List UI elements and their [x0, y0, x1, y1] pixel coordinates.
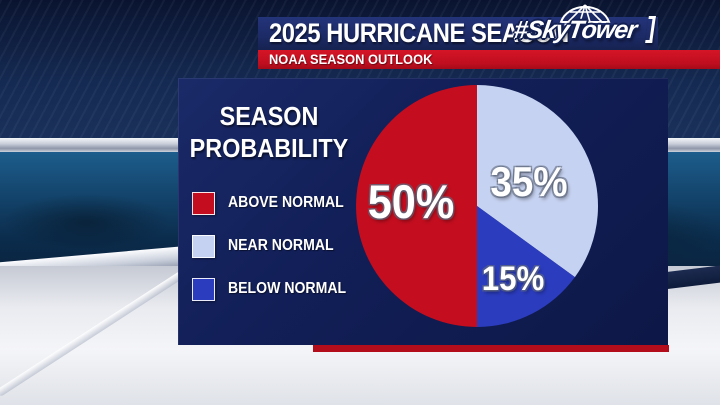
legend-label: BELOW NORMAL — [228, 280, 347, 297]
skytower-wordmark: #SkyTower — [512, 16, 639, 44]
chart-title-line1: SEASON — [219, 101, 319, 131]
pie-slice-below-normal — [477, 206, 575, 327]
subtitle-bar: NOAA SEASON OUTLOOK — [258, 50, 720, 69]
title-banner: 2025 HURRICANE SEASON #SkyTower — [258, 4, 658, 50]
radar-dome-icon — [559, 4, 611, 23]
pie-slice-near-normal — [477, 85, 598, 278]
pie-value-near-normal: 35% — [490, 158, 568, 205]
subtitle-text: NOAA SEASON OUTLOOK — [269, 51, 433, 67]
pie-chart — [356, 85, 598, 327]
legend-swatch-near-normal — [192, 234, 215, 258]
legend-swatch-above-normal — [192, 191, 215, 215]
legend-label: NEAR NORMAL — [228, 237, 334, 254]
logo-bracket-shape — [645, 16, 656, 43]
legend-item-near-normal: NEAR NORMAL — [192, 234, 362, 258]
skytower-logo: #SkyTower — [512, 3, 656, 51]
legend-swatch-below-normal — [192, 277, 215, 301]
pie-slice-above-normal — [356, 85, 477, 327]
pie-legend: ABOVE NORMAL NEAR NORMAL BELOW NORMAL — [192, 191, 362, 320]
pie-value-below-normal: 15% — [481, 260, 545, 298]
panel-red-accent-bar — [313, 345, 669, 352]
legend-item-above-normal: ABOVE NORMAL — [192, 191, 362, 215]
banner-title: 2025 HURRICANE SEASON — [269, 18, 569, 48]
legend-label: ABOVE NORMAL — [228, 194, 344, 211]
legend-item-below-normal: BELOW NORMAL — [192, 277, 362, 301]
outlook-panel: SEASON PROBABILITY ABOVE NORMAL NEAR NOR… — [178, 78, 668, 345]
pie-value-above-normal: 50% — [367, 175, 455, 228]
chart-title: SEASON PROBABILITY — [180, 100, 358, 164]
chart-title-line2: PROBABILITY — [189, 133, 349, 163]
